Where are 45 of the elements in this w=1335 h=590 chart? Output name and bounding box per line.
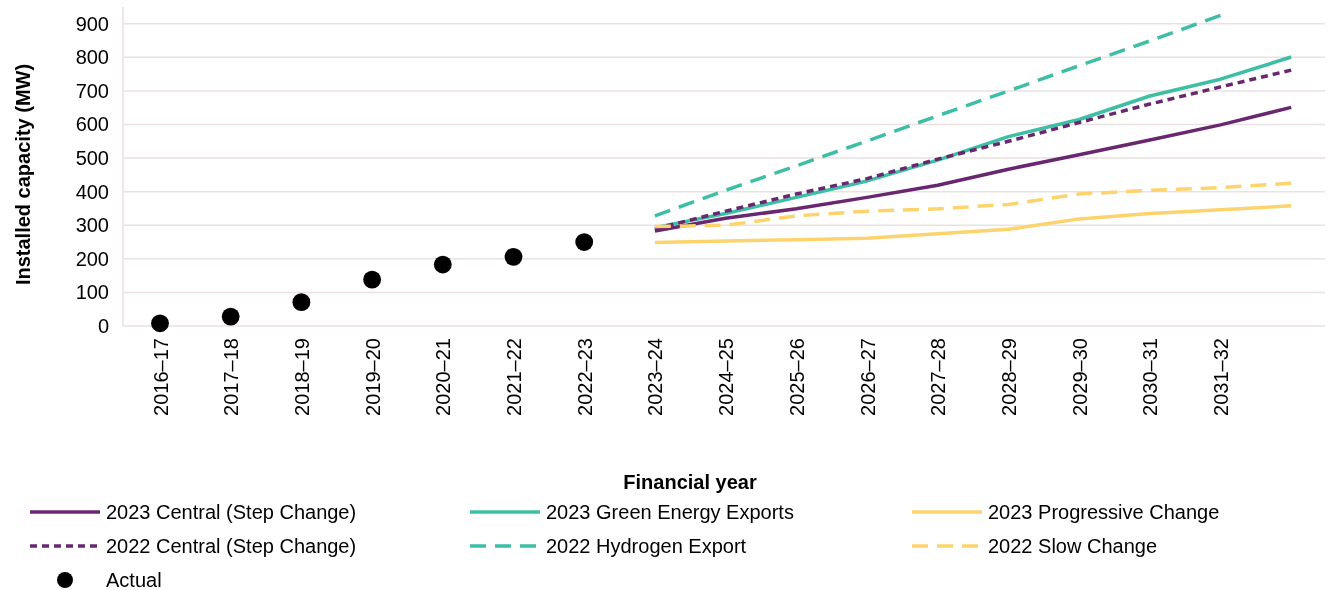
point [151,314,169,333]
x-tick-label: 2023–24 [644,338,667,416]
y-tick-label: 500 [75,147,109,170]
x-tick-label: 2020–21 [432,338,455,416]
y-tick-label: 800 [75,46,109,69]
x-tick-label: 2018–19 [290,338,313,416]
point [363,270,382,289]
x-tick-label: 2021–22 [503,338,525,416]
legend-label: 2022 Slow Change [988,535,1158,557]
legend-label: 2023 Progressive Change [988,501,1220,523]
y-tick-label: 700 [75,79,109,102]
legend-label: 2022 Hydrogen Export [546,535,747,557]
x-tick-label: 2028–29 [997,338,1020,416]
y-tick-label: 600 [75,113,109,136]
y-tick-label: 300 [75,214,109,237]
y-tick-label: 100 [75,281,109,304]
point [433,255,452,274]
line-series [653,204,1293,245]
legend-label: 2023 Central (Step Change) [106,501,357,523]
legend-label: 2022 Central (Step Change) [106,535,357,557]
point [504,247,523,266]
y-tick-label: 0 [97,314,109,337]
x-tick-label: 2029–30 [1068,338,1091,416]
x-tick-label: 2022–23 [573,338,596,416]
y-tick-label: 900 [75,12,109,35]
x-tick-label: 2019–20 [361,338,384,416]
x-axis-title: Financial year [623,471,757,493]
x-tick-label: 2027–28 [927,338,950,416]
x-tick-label: 2016–17 [149,338,172,416]
line-series [653,13,1223,218]
x-tick-label: 2025–26 [785,338,808,416]
y-tick-label: 400 [75,180,109,203]
legend-label: Actual [106,569,162,590]
point [221,307,240,326]
x-tick-label: 2026–27 [856,338,879,416]
x-tick-label: 2024–25 [715,338,738,416]
point [575,233,594,251]
x-tick-label: 2030–31 [1139,338,1162,416]
x-tick-label: 2017–18 [220,338,243,416]
point [292,293,311,312]
line-series [653,181,1293,229]
y-tick-label: 200 [75,247,109,270]
y-axis-title: Installed capacity (MW) [12,63,34,286]
legend-label: 2023 Green Energy Exports [546,501,794,523]
x-tick-label: 2031–32 [1210,338,1232,416]
